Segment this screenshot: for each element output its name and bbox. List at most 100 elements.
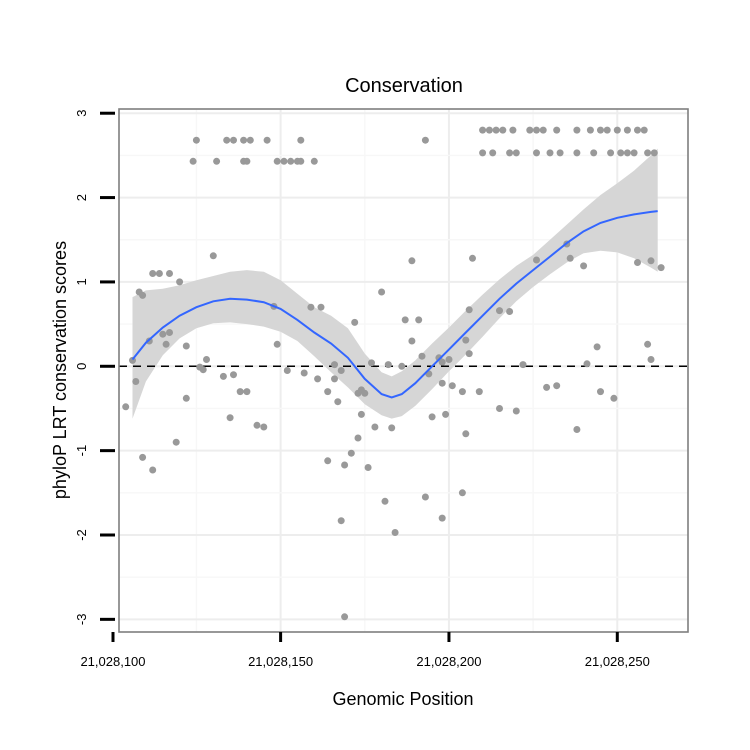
data-point: [462, 430, 470, 438]
data-point: [297, 157, 305, 165]
data-point: [139, 453, 147, 461]
data-point: [499, 126, 507, 134]
data-point: [324, 457, 332, 465]
data-point: [496, 307, 503, 315]
plot-panel-border: [118, 108, 689, 633]
data-point: [526, 126, 534, 134]
y-tick-label: 1: [74, 278, 89, 285]
data-point: [556, 149, 564, 157]
data-point: [408, 337, 416, 345]
data-point: [539, 126, 547, 134]
data-point: [640, 126, 648, 134]
data-point: [172, 438, 180, 446]
data-point: [155, 270, 163, 277]
data-point: [149, 466, 157, 474]
data-point: [341, 461, 349, 469]
data-point: [166, 329, 173, 336]
data-point: [297, 136, 305, 144]
data-point: [280, 157, 288, 165]
data-point: [300, 369, 308, 377]
data-point: [509, 126, 517, 134]
data-point: [398, 362, 406, 370]
data-point: [253, 421, 261, 429]
data-point: [573, 126, 581, 134]
y-tick-label: 3: [74, 110, 89, 117]
y-tick-label: 2: [74, 194, 89, 201]
data-point: [597, 126, 604, 134]
data-point: [415, 316, 423, 324]
data-point: [566, 254, 574, 262]
data-point: [331, 375, 338, 383]
data-point: [368, 359, 375, 367]
data-point: [438, 379, 446, 387]
data-point: [159, 330, 167, 338]
data-point: [445, 356, 453, 363]
x-axis: 21,028,100 21,028,150 21,028,200 21,028,250: [80, 632, 650, 669]
data-point: [613, 126, 621, 134]
data-point: [307, 303, 315, 311]
data-point: [132, 378, 140, 385]
data-point: [361, 389, 369, 397]
data-point: [260, 423, 268, 431]
data-point: [533, 149, 540, 157]
data-point: [240, 136, 248, 144]
x-tick-label: 21,028,250: [585, 654, 650, 669]
data-point: [546, 149, 554, 157]
data-point: [583, 360, 591, 368]
data-point: [182, 394, 190, 402]
data-point: [401, 316, 409, 324]
data-point: [442, 410, 450, 418]
data-point: [492, 126, 500, 134]
data-point: [243, 157, 251, 165]
data-point: [371, 423, 379, 431]
x-tick-label: 21,028,100: [80, 654, 145, 669]
data-point: [364, 464, 372, 471]
data-point: [533, 256, 540, 264]
data-point: [553, 382, 561, 390]
data-point: [341, 613, 349, 621]
data-point: [630, 149, 638, 157]
data-point: [223, 136, 231, 144]
data-point: [623, 149, 631, 157]
data-point: [458, 489, 466, 497]
data-point: [162, 340, 170, 348]
data-point: [388, 424, 396, 432]
data-point: [176, 278, 184, 286]
data-point: [273, 340, 281, 348]
data-point: [479, 126, 487, 134]
data-point: [428, 413, 436, 421]
data-point: [657, 264, 665, 272]
data-point: [310, 157, 318, 165]
x-tick-label: 21,028,200: [416, 654, 481, 669]
data-point: [324, 388, 332, 396]
y-tick-label: 0: [74, 363, 89, 370]
data-point: [634, 126, 641, 134]
data-point: [512, 149, 520, 157]
smooth-curve-group: [131, 210, 658, 399]
data-point: [469, 254, 476, 262]
data-point: [166, 270, 173, 277]
data-point: [122, 403, 130, 411]
data-point: [489, 149, 497, 157]
data-point: [512, 407, 520, 415]
data-point: [421, 136, 429, 144]
data-point: [593, 343, 601, 351]
data-point: [347, 449, 355, 457]
data-point: [519, 361, 527, 369]
data-point: [199, 366, 207, 374]
data-point: [458, 388, 466, 396]
x-tick-label: 21,028,150: [248, 654, 313, 669]
data-point: [573, 149, 581, 157]
data-point: [617, 149, 625, 157]
data-point: [543, 383, 551, 391]
data-point: [283, 367, 291, 374]
data-point: [226, 414, 234, 422]
data-point: [351, 318, 359, 326]
data-point: [391, 529, 399, 536]
data-point: [243, 388, 251, 396]
x-axis-title: Genomic Position: [332, 689, 473, 709]
data-point: [246, 136, 254, 144]
data-point: [438, 358, 446, 366]
data-point: [287, 157, 295, 165]
data-point: [354, 434, 362, 442]
